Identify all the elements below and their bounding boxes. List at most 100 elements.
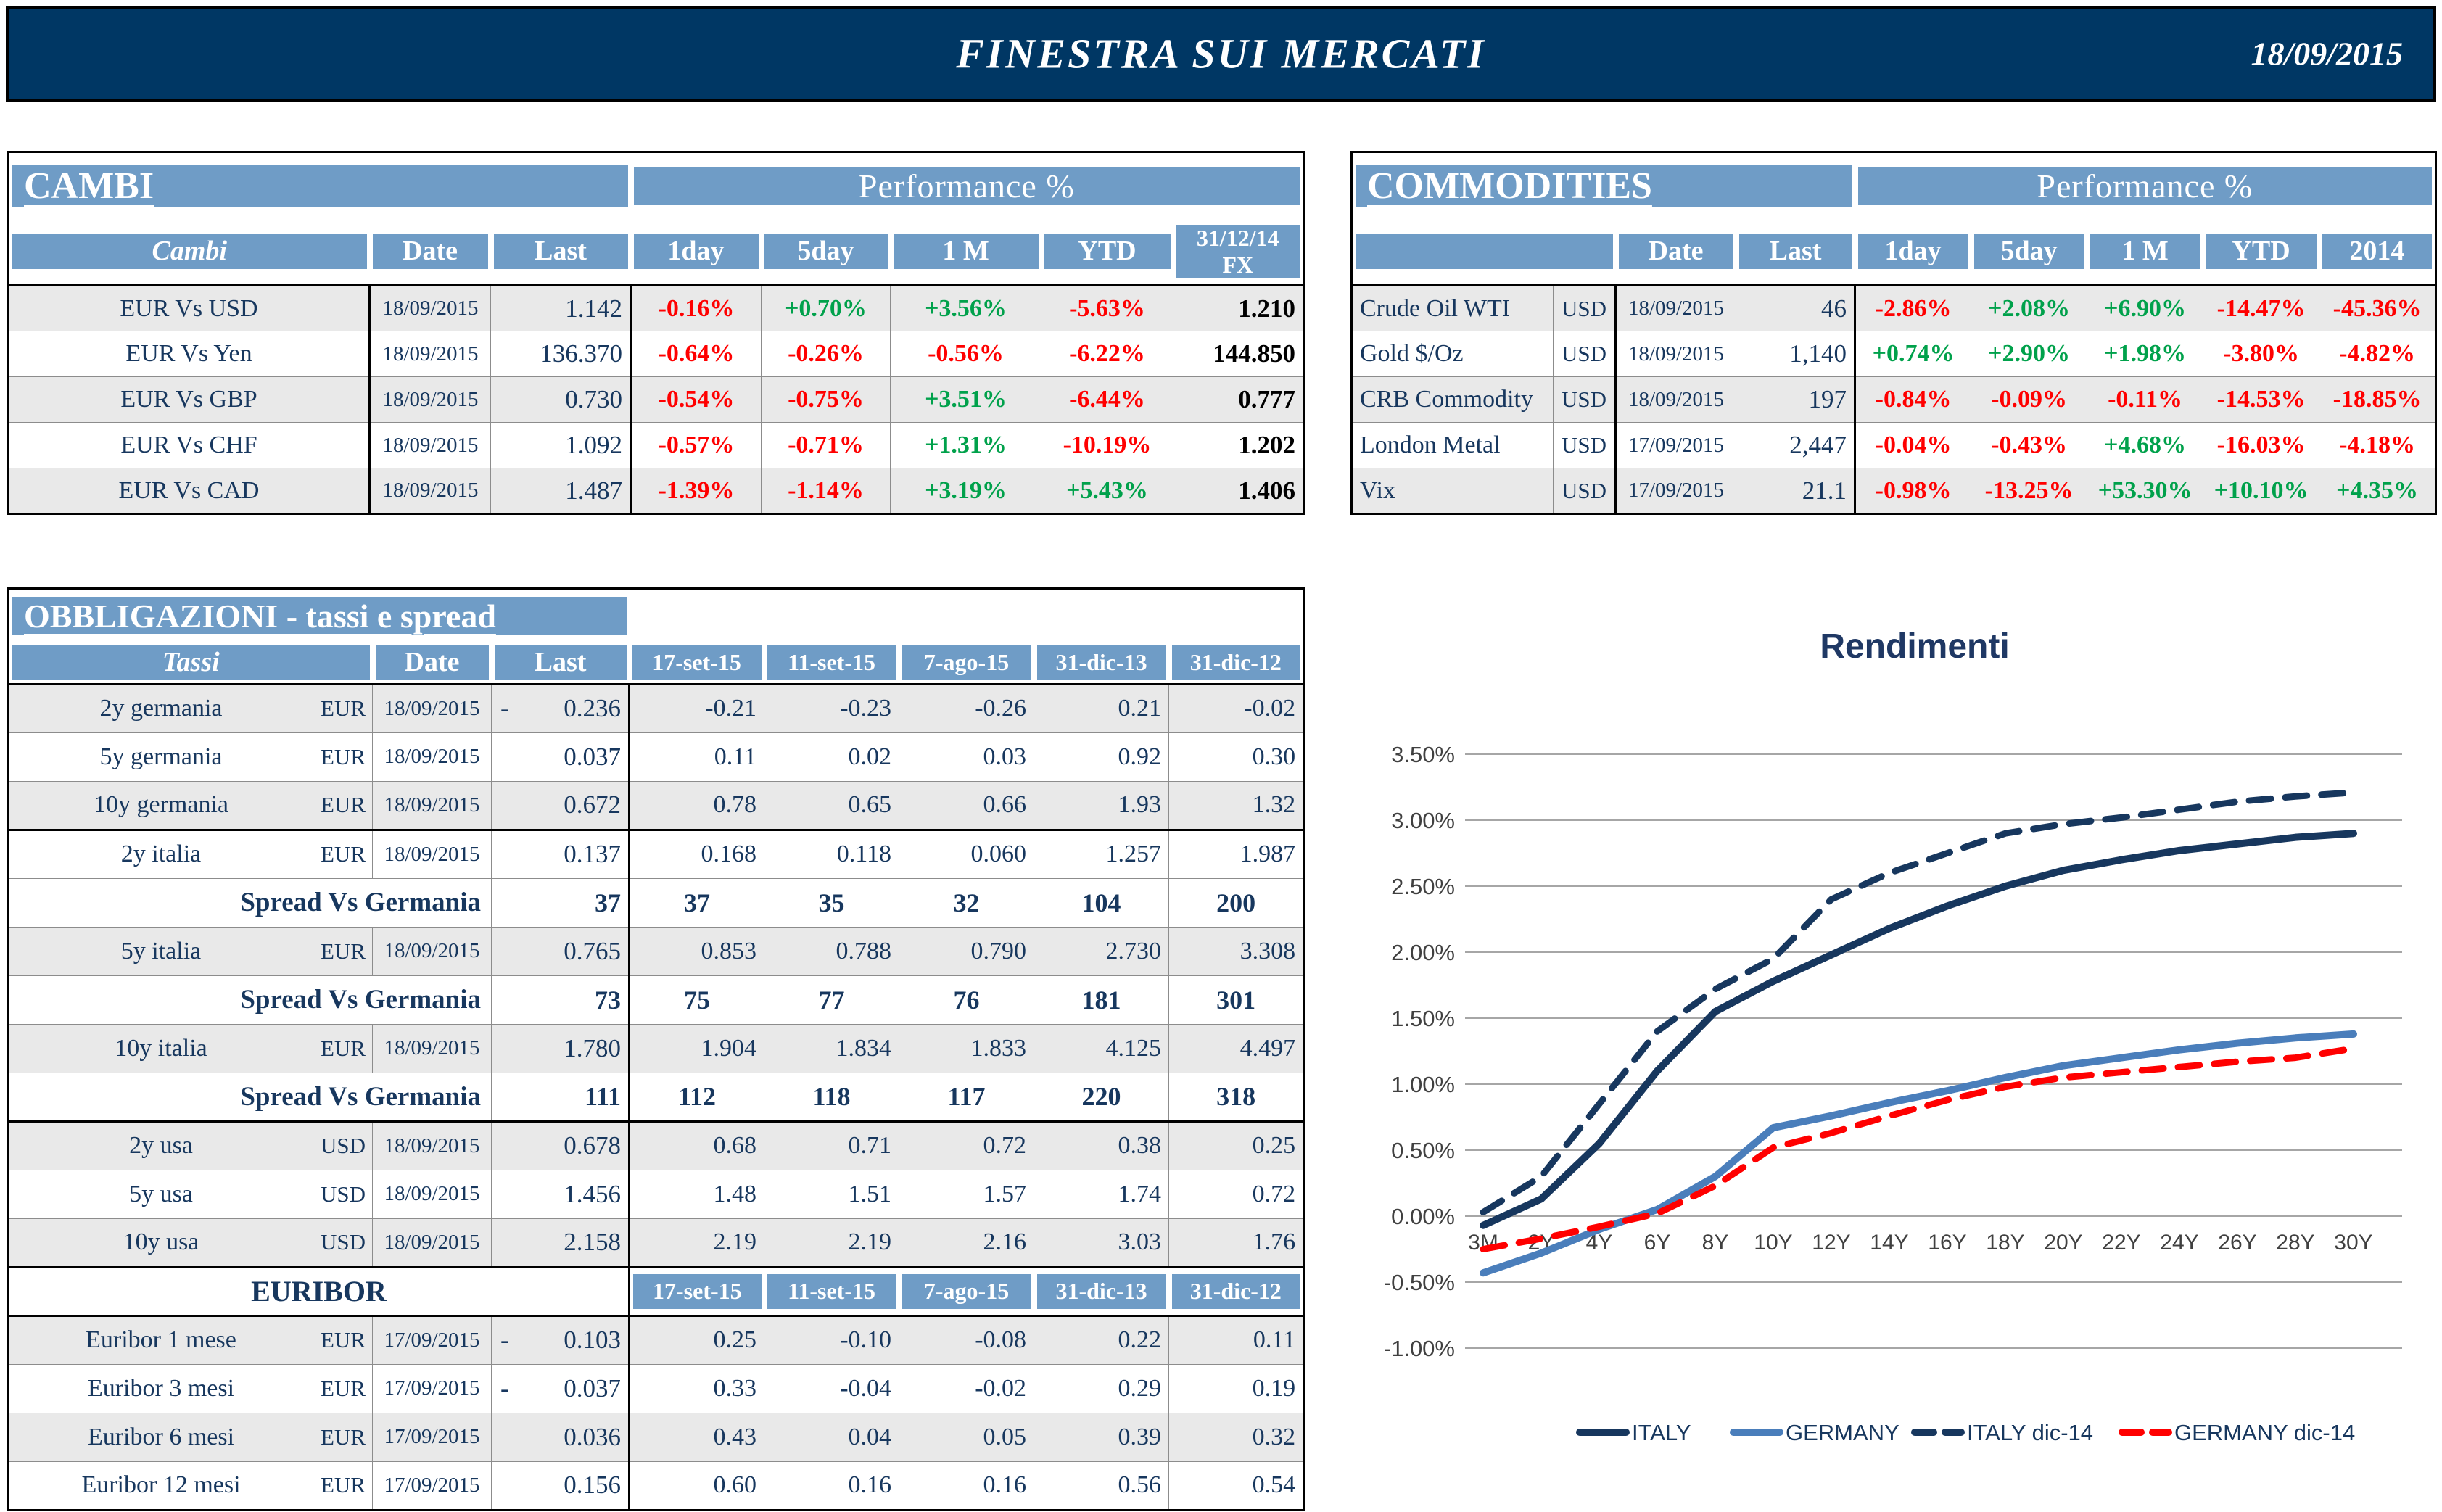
column-header: Last: [493, 234, 628, 269]
cell-value: 0.11: [1168, 1314, 1305, 1365]
cell-value: -0.10: [764, 1314, 900, 1365]
column-header: 5day: [1973, 234, 2084, 269]
cell-date: 18/09/2015: [369, 422, 491, 468]
cell-perf: -0.84%: [1855, 376, 1972, 423]
cell-perf: -0.26%: [761, 331, 891, 377]
cell-date: 17/09/2015: [1615, 468, 1736, 514]
cell-currency: EUR: [313, 926, 373, 976]
cell-commodity-name: Vix: [1351, 468, 1554, 514]
cell-value: 0.04: [764, 1412, 900, 1462]
y-axis-label: 1.00%: [1391, 1072, 1455, 1097]
cell-rate-name: Euribor 1 mese: [8, 1314, 313, 1365]
cell-spread-value: 118: [764, 1072, 900, 1123]
cell-date: 18/09/2015: [372, 780, 492, 831]
cell-date: 17/09/2015: [372, 1314, 492, 1365]
rate-row: Euribor 6 mesi EUR 17/09/2015 0.036 0.43 0.04…: [8, 1412, 1305, 1462]
cell-value: 0.168: [629, 829, 765, 879]
obbligazioni-section-title: OBBLIGAZIONI - tassi e spread: [12, 596, 627, 635]
chart-title: Rendimenti: [1820, 627, 2009, 666]
column-header: 7-ago-15: [902, 645, 1031, 680]
cell-perf: -6.22%: [1041, 331, 1173, 377]
x-axis-label: 16Y: [1928, 1231, 1966, 1255]
commodity-row: Crude Oil WTI USD 18/09/2015 46 -2.86% +2.08%…: [1351, 284, 2437, 331]
cell-spread-value: 37: [629, 877, 765, 928]
cell-currency: USD: [1553, 468, 1617, 514]
cell-value: 1.987: [1168, 829, 1305, 879]
y-axis-label: 0.50%: [1391, 1138, 1455, 1163]
cell-spread-value: 32: [899, 877, 1035, 928]
column-header: YTD: [2206, 234, 2317, 269]
cell-spread-value: 75: [629, 975, 765, 1025]
cell-perf: -4.82%: [2319, 331, 2437, 377]
cell-perf: -18.85%: [2319, 376, 2437, 423]
commodities-header-row: Date Last 1day 5day 1 M YTD 2014: [1351, 218, 2436, 286]
commodities-section-title: COMMODITIES: [1356, 164, 1852, 207]
cell-last: 1.142: [490, 284, 632, 331]
cell-value: 0.68: [629, 1120, 765, 1170]
cell-value: 0.22: [1034, 1314, 1170, 1365]
cell-value: 0.21: [1034, 682, 1170, 733]
cell-currency: EUR: [313, 780, 373, 831]
cell-currency: EUR: [313, 1023, 373, 1073]
cell-value: 0.788: [764, 926, 900, 976]
cambi-header-row: Cambi Date Last 1day 5day 1 M YTD 31/12/14 FX: [8, 218, 1304, 286]
cell-currency: USD: [1553, 422, 1617, 468]
spread-row: Spread Vs Germania 111 112 118 117 220 318: [8, 1072, 1305, 1123]
x-axis-label: 14Y: [1870, 1231, 1908, 1255]
rate-row: 5y germania EUR 18/09/2015 0.037 0.11 0.02 0.0…: [8, 732, 1305, 782]
cell-rate-name: Euribor 12 mesi: [8, 1461, 313, 1511]
commodities-title-row: COMMODITIES Performance %: [1351, 152, 2436, 219]
cell-value: 0.853: [629, 926, 765, 976]
cell-perf: -4.18%: [2319, 422, 2437, 468]
cell-pair-name: EUR Vs GBP: [8, 376, 371, 423]
cambi-row: EUR Vs USD 18/09/2015 1.142 -0.16% +0.70% +3.…: [8, 284, 1305, 331]
x-axis-label: 20Y: [2044, 1231, 2082, 1255]
cell-commodity-name: CRB Commodity: [1351, 376, 1554, 423]
cell-perf: -0.64%: [630, 331, 762, 377]
rate-row: Euribor 12 mesi EUR 17/09/2015 0.156 0.60 0.1…: [8, 1461, 1305, 1511]
cell-value: 0.25: [629, 1314, 765, 1365]
cell-value: 1.93: [1034, 780, 1170, 831]
cell-last: 0.137: [490, 829, 631, 879]
cell-value: 4.125: [1034, 1023, 1170, 1073]
cell-spread-last: 37: [490, 877, 631, 928]
cell-value: 0.11: [629, 732, 765, 782]
legend-label: GERMANY: [1786, 1420, 1899, 1445]
cell-spread-value: 181: [1034, 975, 1170, 1025]
x-axis-label: 24Y: [2160, 1231, 2198, 1255]
cell-spread-last: 73: [490, 975, 631, 1025]
cell-value: 2.19: [764, 1218, 900, 1268]
cell-perf: -13.25%: [1971, 468, 2088, 514]
column-header: 1day: [1857, 234, 1968, 269]
cell-value: 0.05: [899, 1412, 1035, 1462]
cell-currency: USD: [313, 1169, 373, 1219]
cell-value: 0.38: [1034, 1120, 1170, 1170]
column-header: 7-ago-15: [902, 1273, 1031, 1309]
cell-value: 0.790: [899, 926, 1035, 976]
cell-value: 1.48: [629, 1169, 765, 1219]
cell-value: -0.02: [899, 1363, 1035, 1413]
obbligazioni-table: OBBLIGAZIONI - tassi e spread Tassi Date L…: [7, 587, 1305, 1511]
column-header: 31-dic-12: [1171, 1273, 1300, 1309]
cell-last: 1.780: [490, 1023, 631, 1073]
cell-spread-value: 318: [1168, 1072, 1305, 1123]
cell-spread-value: 77: [764, 975, 900, 1025]
column-header: YTD: [1044, 234, 1171, 269]
cell-perf: -2.86%: [1855, 284, 1972, 331]
y-axis-label: -1.00%: [1384, 1336, 1455, 1361]
rate-row: Euribor 1 mese EUR 17/09/2015-0.103 0.25 -0.…: [8, 1314, 1305, 1365]
cell-value: 0.71: [764, 1120, 900, 1170]
cell-perf: -10.19%: [1041, 422, 1173, 468]
cell-spread-label: Spread Vs Germania: [8, 975, 492, 1025]
cell-date: 17/09/2015: [372, 1412, 492, 1462]
cell-perf: -1.39%: [630, 468, 762, 514]
cell-perf: -0.43%: [1971, 422, 2088, 468]
column-header: Cambi: [12, 234, 367, 269]
cell-fx: 0.777: [1172, 376, 1305, 423]
rate-row: Euribor 3 mesi EUR 17/09/2015-0.037 0.33 -0.…: [8, 1363, 1305, 1413]
series-italy: [1480, 830, 2357, 1229]
cell-date: 18/09/2015: [372, 829, 492, 879]
cell-date: 18/09/2015: [372, 732, 492, 782]
cell-spread-value: 117: [899, 1072, 1035, 1123]
